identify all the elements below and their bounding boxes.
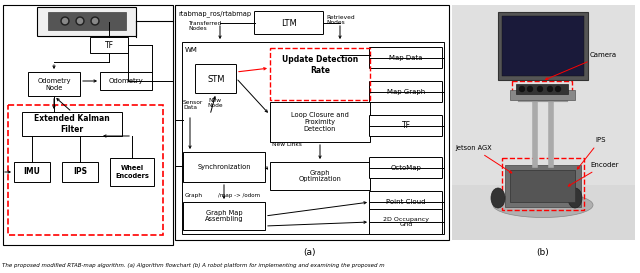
Text: Graph
Optimization: Graph Optimization — [299, 170, 341, 182]
FancyBboxPatch shape — [28, 72, 80, 96]
FancyBboxPatch shape — [369, 115, 442, 136]
Text: Jetson AGX: Jetson AGX — [455, 145, 512, 173]
Text: Point Cloud: Point Cloud — [387, 199, 426, 205]
FancyBboxPatch shape — [505, 165, 581, 207]
FancyBboxPatch shape — [48, 12, 126, 30]
Ellipse shape — [493, 192, 593, 218]
Text: Retrieved
Nodes: Retrieved Nodes — [326, 14, 355, 25]
Text: (b): (b) — [536, 248, 549, 257]
Text: Map Data: Map Data — [389, 55, 422, 61]
Text: 2D Occupancy
Grid: 2D Occupancy Grid — [383, 216, 429, 227]
Text: Graph: Graph — [185, 194, 203, 198]
Circle shape — [538, 87, 543, 91]
FancyBboxPatch shape — [516, 84, 568, 94]
Ellipse shape — [491, 188, 505, 208]
FancyBboxPatch shape — [183, 152, 265, 182]
FancyBboxPatch shape — [369, 209, 442, 235]
Text: /map -> /odom: /map -> /odom — [218, 194, 260, 198]
FancyBboxPatch shape — [452, 185, 635, 240]
FancyBboxPatch shape — [369, 82, 442, 102]
Circle shape — [63, 19, 67, 23]
Circle shape — [91, 17, 99, 25]
FancyBboxPatch shape — [369, 158, 442, 179]
FancyBboxPatch shape — [255, 11, 323, 34]
Text: New Links: New Links — [272, 141, 302, 147]
Text: Transferred
Nodes: Transferred Nodes — [188, 20, 221, 31]
FancyBboxPatch shape — [14, 162, 50, 182]
Circle shape — [520, 87, 525, 91]
Text: Map Graph: Map Graph — [387, 89, 425, 95]
FancyBboxPatch shape — [510, 170, 575, 202]
FancyBboxPatch shape — [100, 72, 152, 90]
FancyBboxPatch shape — [183, 202, 265, 230]
FancyBboxPatch shape — [38, 7, 136, 37]
Text: Synchronization: Synchronization — [197, 164, 251, 170]
FancyBboxPatch shape — [270, 162, 370, 190]
FancyBboxPatch shape — [195, 64, 237, 93]
Text: Loop Closure and
Proximity
Detection: Loop Closure and Proximity Detection — [291, 112, 349, 132]
Text: OctoMap: OctoMap — [390, 165, 421, 171]
Text: STM: STM — [207, 75, 225, 84]
Circle shape — [527, 87, 532, 91]
Text: TF: TF — [401, 121, 410, 130]
Circle shape — [76, 17, 84, 25]
Text: IMU: IMU — [24, 168, 40, 177]
FancyBboxPatch shape — [510, 90, 575, 100]
Circle shape — [556, 87, 561, 91]
FancyBboxPatch shape — [452, 5, 635, 240]
FancyBboxPatch shape — [90, 37, 128, 53]
FancyBboxPatch shape — [62, 162, 98, 182]
FancyBboxPatch shape — [182, 42, 444, 234]
Text: Wheel
Encoders: Wheel Encoders — [115, 165, 149, 179]
FancyBboxPatch shape — [22, 112, 122, 136]
FancyBboxPatch shape — [369, 191, 442, 212]
Circle shape — [547, 87, 552, 91]
FancyBboxPatch shape — [369, 48, 442, 69]
FancyBboxPatch shape — [110, 158, 154, 186]
Circle shape — [93, 19, 97, 23]
Circle shape — [61, 17, 69, 25]
Circle shape — [77, 19, 83, 23]
Text: WM: WM — [185, 47, 198, 53]
Text: New
Node: New Node — [207, 98, 223, 108]
Text: rtabmap_ros/rtabmap: rtabmap_ros/rtabmap — [178, 10, 251, 17]
Text: Odometry: Odometry — [109, 78, 143, 84]
Text: Odometry
Node: Odometry Node — [37, 78, 71, 91]
Text: TF: TF — [104, 40, 113, 49]
Text: Graph Map
Assembling: Graph Map Assembling — [205, 209, 243, 222]
FancyBboxPatch shape — [502, 16, 584, 76]
Text: IPS: IPS — [577, 137, 605, 169]
Text: Extended Kalman
Filter: Extended Kalman Filter — [34, 114, 110, 134]
Text: Camera: Camera — [545, 52, 617, 80]
FancyBboxPatch shape — [175, 5, 449, 240]
Text: Sensor
Data: Sensor Data — [183, 100, 204, 110]
Text: Encoder: Encoder — [568, 162, 618, 186]
Text: LTM: LTM — [281, 19, 297, 28]
Ellipse shape — [568, 188, 582, 208]
FancyBboxPatch shape — [3, 5, 173, 245]
FancyBboxPatch shape — [498, 12, 588, 80]
Text: The proposed modified RTAB-map algorithm. (a) Algorithm flowchart (b) A robot pl: The proposed modified RTAB-map algorithm… — [2, 263, 385, 268]
FancyBboxPatch shape — [270, 102, 370, 142]
Text: Update Detection
Rate: Update Detection Rate — [282, 55, 358, 75]
Text: IPS: IPS — [73, 168, 87, 177]
Text: (a): (a) — [304, 248, 316, 257]
